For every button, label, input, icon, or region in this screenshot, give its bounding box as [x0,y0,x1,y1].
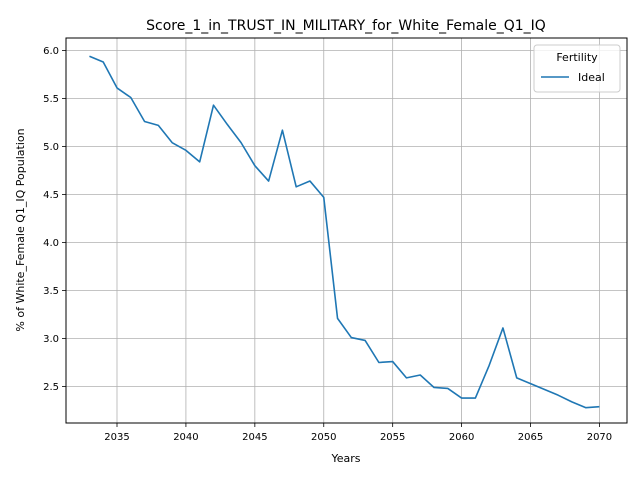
y-axis-ticks: 2.5 3.0 3.5 4.0 4.5 5.0 5.5 6.0 [43,46,66,393]
gridlines [66,38,627,423]
x-tick-label: 2050 [311,432,336,443]
data-point [433,387,435,389]
data-point [544,389,546,391]
data-point [406,377,408,379]
y-tick-label: 3.5 [43,286,59,297]
data-point [599,406,601,408]
y-tick-label: 5.5 [43,94,59,105]
data-point [309,180,311,182]
data-point [419,374,421,376]
data-point [378,362,380,364]
data-point [488,365,490,367]
data-point [268,180,270,182]
x-tick-label: 2055 [380,432,405,443]
data-point [475,397,477,399]
y-tick-label: 4.0 [43,238,59,249]
data-point [199,161,201,163]
data-point [585,407,587,409]
data-point [171,142,173,144]
data-point [116,87,118,89]
x-tick-label: 2035 [104,432,129,443]
y-axis-label: % of White_Female Q1_IQ Population [14,128,27,331]
data-point [226,124,228,126]
data-point [557,394,559,396]
data-point [185,150,187,152]
data-point [295,186,297,188]
data-point [102,61,104,63]
data-point [323,197,325,199]
x-axis-ticks: 2035 2040 2045 2050 2055 2060 2065 2070 [104,423,612,443]
data-point [158,125,160,127]
legend-title: Fertility [556,51,598,64]
data-point [392,361,394,363]
data-point [571,401,573,403]
plot-frame [65,37,628,424]
x-tick-label: 2065 [518,432,543,443]
data-point [254,165,256,167]
data-point [461,397,463,399]
series-line-ideal [89,55,600,409]
series-group [89,55,601,409]
legend-series-label: Ideal [578,71,605,84]
data-point [213,104,215,106]
legend: Fertility Ideal [533,44,621,93]
data-point [240,142,242,144]
data-point [530,383,532,385]
data-point [447,388,449,390]
y-tick-label: 3.0 [43,334,59,345]
x-tick-label: 2070 [587,432,612,443]
x-tick-label: 2040 [173,432,198,443]
data-point [516,377,518,379]
x-tick-label: 2045 [242,432,267,443]
data-point [89,55,91,57]
data-point [130,97,132,99]
y-tick-label: 5.0 [43,142,59,153]
data-point [337,318,339,320]
data-point [364,340,366,342]
x-axis-label: Years [330,452,360,465]
data-point [144,121,146,123]
y-tick-label: 4.5 [43,190,59,201]
y-tick-label: 6.0 [43,46,59,57]
y-tick-label: 2.5 [43,382,59,393]
data-point [351,337,353,339]
x-tick-label: 2060 [449,432,474,443]
chart-title: Score_1_in_TRUST_IN_MILITARY_for_White_F… [146,18,546,34]
data-point [282,129,284,131]
legend-box [533,44,621,93]
data-point [502,327,504,329]
